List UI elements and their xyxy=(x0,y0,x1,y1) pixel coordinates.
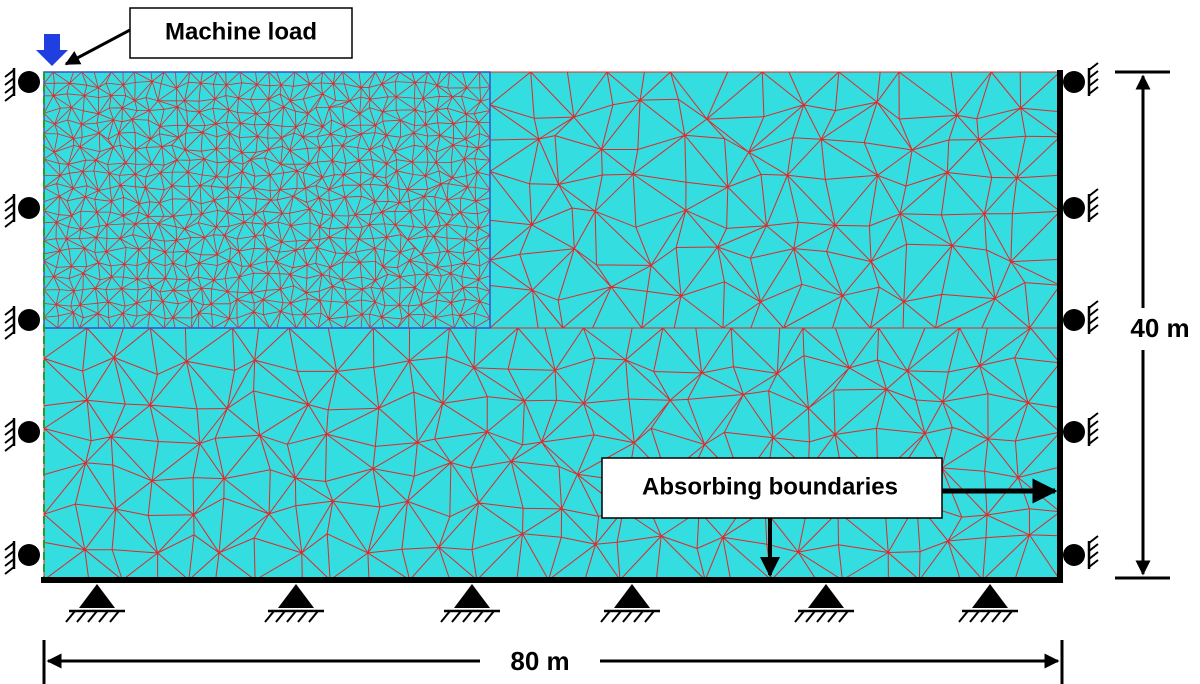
hatch xyxy=(958,610,969,623)
hatch xyxy=(4,443,15,452)
hatch xyxy=(980,610,991,623)
roller xyxy=(1063,421,1085,443)
hatch xyxy=(308,610,319,623)
load-label-box xyxy=(129,7,353,59)
hatch xyxy=(1088,86,1099,95)
roller xyxy=(18,421,40,443)
pin xyxy=(454,584,490,608)
hatch xyxy=(1088,212,1099,221)
hatch xyxy=(440,610,451,623)
hatch xyxy=(4,195,15,204)
hatch xyxy=(969,610,980,623)
hatch xyxy=(4,542,15,551)
hatch xyxy=(4,419,15,428)
load-label: Machine load xyxy=(165,18,317,45)
hatch xyxy=(991,610,1002,623)
roller xyxy=(1063,309,1085,331)
hatch xyxy=(4,211,15,220)
hatch xyxy=(1088,559,1099,568)
hatch xyxy=(1088,204,1099,213)
hatch xyxy=(4,77,15,86)
hatch xyxy=(87,610,98,623)
hatch xyxy=(1088,428,1099,437)
roller xyxy=(18,197,40,219)
hatch xyxy=(4,435,15,444)
hatch xyxy=(794,610,805,623)
pin xyxy=(278,584,314,608)
hatch xyxy=(4,315,15,324)
mesh xyxy=(43,71,1061,581)
hatch xyxy=(76,610,87,623)
supports xyxy=(4,62,1099,623)
hatch xyxy=(827,610,838,623)
hatch xyxy=(4,307,15,316)
mesh-edges xyxy=(489,71,1061,329)
hatch xyxy=(1088,62,1099,71)
roller xyxy=(1063,544,1085,566)
hatch xyxy=(4,93,15,102)
roller xyxy=(1063,197,1085,219)
pin xyxy=(79,584,115,608)
height-label: 40 m xyxy=(1130,313,1189,343)
hatch xyxy=(1088,316,1099,325)
hatch xyxy=(1088,420,1099,429)
roller xyxy=(18,309,40,331)
hatch xyxy=(816,610,827,623)
hatch xyxy=(1088,551,1099,560)
hatch xyxy=(275,610,286,623)
hatch xyxy=(1088,308,1099,317)
roller xyxy=(1063,71,1085,93)
hatch xyxy=(1088,436,1099,445)
roller xyxy=(18,71,40,93)
hatch xyxy=(4,558,15,567)
hatch xyxy=(4,331,15,340)
hatch xyxy=(462,610,473,623)
hatch xyxy=(1088,412,1099,421)
hatch xyxy=(1088,324,1099,333)
hatch xyxy=(838,610,849,623)
hatch xyxy=(4,323,15,332)
hatch xyxy=(4,427,15,436)
hatch xyxy=(644,610,655,623)
hatch xyxy=(1088,543,1099,552)
hatch xyxy=(1002,610,1013,623)
hatch xyxy=(622,610,633,623)
hatch xyxy=(4,566,15,575)
hatch xyxy=(633,610,644,623)
hatch xyxy=(4,203,15,212)
hatch xyxy=(1088,188,1099,197)
hatch xyxy=(805,610,816,623)
roller xyxy=(18,544,40,566)
hatch xyxy=(451,610,462,623)
pin xyxy=(972,584,1008,608)
hatch xyxy=(1088,300,1099,309)
hatch xyxy=(98,610,109,623)
pin xyxy=(614,584,650,608)
load-arrow xyxy=(36,34,68,66)
hatch xyxy=(65,610,76,623)
hatch xyxy=(4,85,15,94)
hatch xyxy=(109,610,120,623)
pin xyxy=(808,584,844,608)
hatch xyxy=(484,610,495,623)
load-pointer xyxy=(64,28,131,66)
hatch xyxy=(286,610,297,623)
hatch xyxy=(611,610,622,623)
width-label: 80 m xyxy=(510,646,569,676)
hatch xyxy=(4,550,15,559)
hatch xyxy=(4,219,15,228)
hatch xyxy=(473,610,484,623)
hatch xyxy=(1088,70,1099,79)
boundary-label-box xyxy=(601,457,943,519)
hatch xyxy=(297,610,308,623)
boundary-label: Absorbing boundaries xyxy=(642,473,898,500)
hatch xyxy=(1088,535,1099,544)
hatch xyxy=(1088,196,1099,205)
hatch xyxy=(4,69,15,78)
hatch xyxy=(264,610,275,623)
hatch xyxy=(1088,78,1099,87)
hatch xyxy=(600,610,611,623)
